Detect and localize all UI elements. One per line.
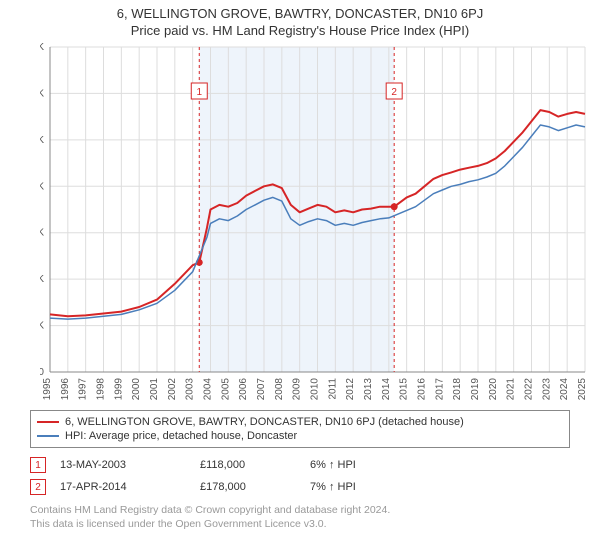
svg-text:2023: 2023 <box>541 378 552 401</box>
svg-text:2002: 2002 <box>167 378 178 401</box>
svg-text:1999: 1999 <box>113 378 124 401</box>
svg-text:£0: £0 <box>40 367 44 378</box>
legend-label-property: 6, WELLINGTON GROVE, BAWTRY, DONCASTER, … <box>65 416 464 428</box>
sale-marker-2: 2 <box>30 479 46 495</box>
sale-price-1: £118,000 <box>200 459 310 471</box>
svg-text:£50K: £50K <box>40 321 44 332</box>
svg-text:1997: 1997 <box>78 378 89 401</box>
svg-text:2013: 2013 <box>363 378 374 401</box>
svg-text:2004: 2004 <box>203 378 214 401</box>
svg-text:2024: 2024 <box>559 378 570 401</box>
footer: 6, WELLINGTON GROVE, BAWTRY, DONCASTER, … <box>30 410 570 531</box>
legend-label-hpi: HPI: Average price, detached house, Donc… <box>65 430 297 442</box>
legend-item-property: 6, WELLINGTON GROVE, BAWTRY, DONCASTER, … <box>37 415 563 429</box>
svg-text:2007: 2007 <box>256 378 267 401</box>
sale-row-1: 1 13-MAY-2003 £118,000 6% ↑ HPI <box>30 454 570 476</box>
svg-text:1: 1 <box>196 87 202 98</box>
svg-text:2017: 2017 <box>434 378 445 401</box>
sale-price-2: £178,000 <box>200 481 310 493</box>
svg-text:£150K: £150K <box>40 228 44 239</box>
legend-box: 6, WELLINGTON GROVE, BAWTRY, DONCASTER, … <box>30 410 570 448</box>
svg-text:2000: 2000 <box>131 378 142 401</box>
attribution-line1: Contains HM Land Registry data © Crown c… <box>30 504 570 518</box>
svg-text:2003: 2003 <box>185 378 196 401</box>
svg-text:2012: 2012 <box>345 378 356 401</box>
svg-text:2005: 2005 <box>220 378 231 401</box>
chart-container: 6, WELLINGTON GROVE, BAWTRY, DONCASTER, … <box>0 0 600 560</box>
legend-item-hpi: HPI: Average price, detached house, Donc… <box>37 429 563 443</box>
svg-text:1995: 1995 <box>42 378 53 401</box>
svg-text:2015: 2015 <box>399 378 410 401</box>
svg-text:2018: 2018 <box>452 378 463 401</box>
svg-text:1996: 1996 <box>60 378 71 401</box>
svg-text:2014: 2014 <box>381 378 392 401</box>
sale-marker-1: 1 <box>30 457 46 473</box>
svg-text:2020: 2020 <box>488 378 499 401</box>
svg-text:2010: 2010 <box>310 378 321 401</box>
svg-text:£250K: £250K <box>40 135 44 146</box>
svg-text:2021: 2021 <box>506 378 517 401</box>
svg-text:2: 2 <box>391 87 397 98</box>
sale-hpi-1: 6% ↑ HPI <box>310 459 356 471</box>
legend-swatch-hpi <box>37 435 59 437</box>
chart-area: £0 £50K £100K £150K £200K £250K £300K £350K 1995… <box>40 42 600 402</box>
title-address: 6, WELLINGTON GROVE, BAWTRY, DONCASTER, … <box>0 0 600 21</box>
svg-text:£200K: £200K <box>40 181 44 192</box>
svg-text:£100K: £100K <box>40 274 44 285</box>
svg-text:2016: 2016 <box>417 378 428 401</box>
svg-text:1998: 1998 <box>96 378 107 401</box>
svg-text:2008: 2008 <box>274 378 285 401</box>
sale-row-2: 2 17-APR-2014 £178,000 7% ↑ HPI <box>30 476 570 498</box>
svg-text:2006: 2006 <box>238 378 249 401</box>
attribution: Contains HM Land Registry data © Crown c… <box>30 504 570 531</box>
svg-text:2022: 2022 <box>524 378 535 401</box>
svg-text:2025: 2025 <box>577 378 588 401</box>
svg-text:2011: 2011 <box>327 378 338 400</box>
svg-text:2009: 2009 <box>292 378 303 401</box>
sale-hpi-2: 7% ↑ HPI <box>310 481 356 493</box>
sale-date-1: 13-MAY-2003 <box>60 459 200 471</box>
svg-text:£300K: £300K <box>40 88 44 99</box>
legend-swatch-property <box>37 421 59 423</box>
svg-text:£350K: £350K <box>40 42 44 53</box>
title-subtitle: Price paid vs. HM Land Registry's House … <box>0 21 600 42</box>
svg-text:2001: 2001 <box>149 378 160 401</box>
sale-date-2: 17-APR-2014 <box>60 481 200 493</box>
svg-text:2019: 2019 <box>470 378 481 401</box>
attribution-line2: This data is licensed under the Open Gov… <box>30 518 570 532</box>
price-chart: £0 £50K £100K £150K £200K £250K £300K £350K 1995… <box>40 42 600 402</box>
